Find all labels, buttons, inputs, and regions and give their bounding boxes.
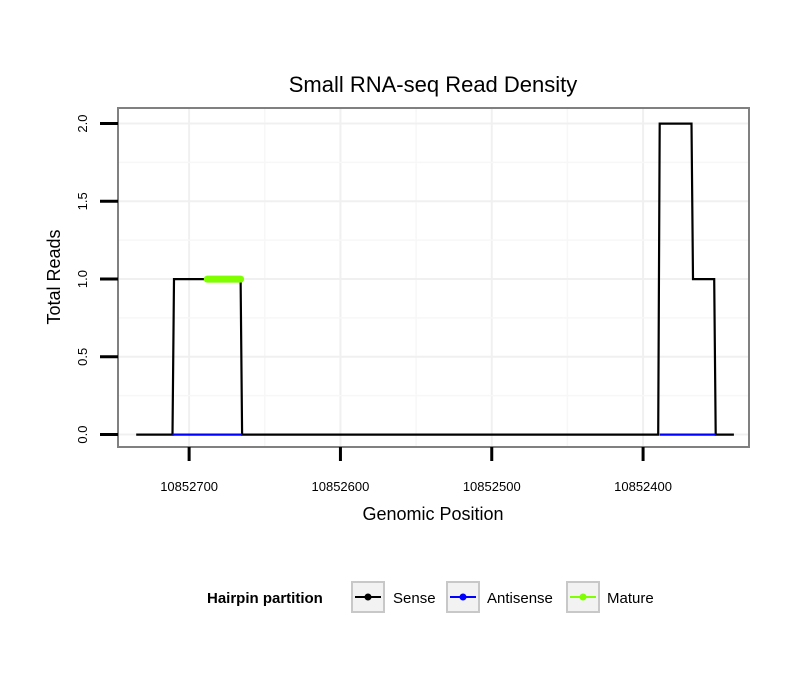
chart-title: Small RNA-seq Read Density (289, 72, 578, 97)
y-axis-label: Total Reads (44, 229, 64, 324)
legend: Hairpin partition Sense Antisense Mature (207, 581, 654, 613)
legend-key-mature-dot (579, 593, 587, 601)
y-tick-label: 2.0 (75, 115, 90, 133)
plot-panel-border (117, 107, 750, 448)
legend-item-sense: Sense (351, 581, 436, 613)
x-axis-label: Genomic Position (362, 504, 503, 524)
legend-item-mature: Mature (566, 581, 654, 613)
legend-label-antisense: Antisense (487, 590, 553, 607)
x-tick-label: 10852500 (463, 479, 521, 494)
plot-series (136, 122, 734, 436)
legend-key-sense-dot (364, 593, 372, 601)
legend-title: Hairpin partition (207, 590, 323, 607)
legend-item-antisense: Antisense (446, 581, 553, 613)
y-tick-label: 1.5 (75, 192, 90, 210)
x-tick-label: 10852700 (160, 479, 218, 494)
legend-label-mature: Mature (607, 590, 654, 607)
legend-label-sense: Sense (393, 590, 436, 607)
axes: 10852700 10852600 10852500 10852400 0.0 0.5 1.… (75, 115, 672, 494)
series-line-sense (136, 122, 734, 436)
x-tick-label: 10852400 (614, 479, 672, 494)
y-tick-label: 0.0 (75, 426, 90, 444)
x-tick-label: 10852600 (312, 479, 370, 494)
y-tick-label: 0.5 (75, 348, 90, 366)
legend-key-antisense-dot (459, 593, 467, 601)
y-tick-label: 1.0 (75, 270, 90, 288)
